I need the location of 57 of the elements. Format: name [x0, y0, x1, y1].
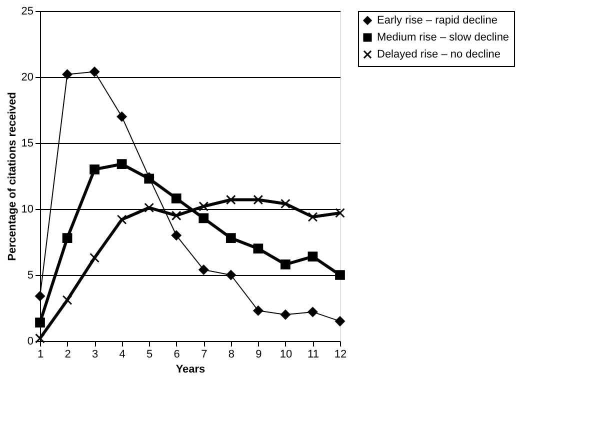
point — [35, 291, 45, 302]
y-tick-label: 0 — [27, 336, 34, 348]
point — [35, 333, 45, 344]
x-axis-title: Years — [176, 364, 206, 376]
x-tick-label: 4 — [119, 348, 126, 360]
x-tick-label: 2 — [64, 348, 71, 360]
point — [171, 210, 182, 221]
point — [308, 307, 318, 317]
point — [198, 264, 209, 275]
x-tick-label: 11 — [308, 348, 319, 360]
x-tick-label: 5 — [146, 348, 153, 360]
point — [308, 252, 318, 262]
x-tick-label: 7 — [201, 348, 208, 360]
point — [198, 201, 209, 212]
legend-label: Delayed rise – no decline — [377, 48, 501, 60]
point — [62, 69, 72, 80]
x-tick-label: 9 — [256, 348, 262, 360]
point — [90, 164, 100, 174]
point — [253, 244, 264, 254]
y-tick-label: 15 — [21, 138, 34, 150]
x-tick-label: 6 — [174, 348, 180, 360]
y-tick-label: 10 — [21, 204, 34, 216]
point — [253, 194, 264, 205]
x-tick-label: 3 — [92, 348, 98, 360]
point — [335, 208, 345, 218]
point — [90, 66, 100, 77]
x-tick-label: 10 — [280, 348, 292, 360]
point — [116, 159, 127, 170]
point — [35, 318, 45, 328]
x-tick-label: 12 — [334, 348, 347, 360]
legend-label: Medium rise – slow decline — [377, 32, 510, 44]
point — [144, 202, 154, 213]
point — [308, 212, 318, 222]
point — [62, 233, 72, 243]
point — [226, 270, 236, 280]
point — [116, 214, 127, 224]
point — [226, 233, 236, 243]
point — [226, 194, 236, 205]
point — [253, 306, 264, 316]
y-tick-label: 25 — [21, 6, 34, 18]
legend-label: Early rise – rapid decline — [377, 14, 498, 26]
point — [280, 310, 290, 320]
point — [171, 194, 182, 204]
point — [116, 112, 127, 122]
point — [171, 230, 182, 240]
point — [280, 198, 290, 209]
y-axis-title: Percentage of citations received — [6, 92, 18, 261]
point — [280, 260, 290, 270]
point — [62, 295, 72, 306]
point — [198, 213, 209, 224]
x-tick-label: 8 — [228, 348, 234, 360]
y-tick-label: 20 — [21, 72, 34, 84]
point — [335, 316, 345, 326]
point — [335, 270, 345, 280]
x-tick-label: 1 — [37, 348, 44, 360]
y-tick-label: 5 — [27, 270, 34, 282]
point — [90, 252, 100, 263]
